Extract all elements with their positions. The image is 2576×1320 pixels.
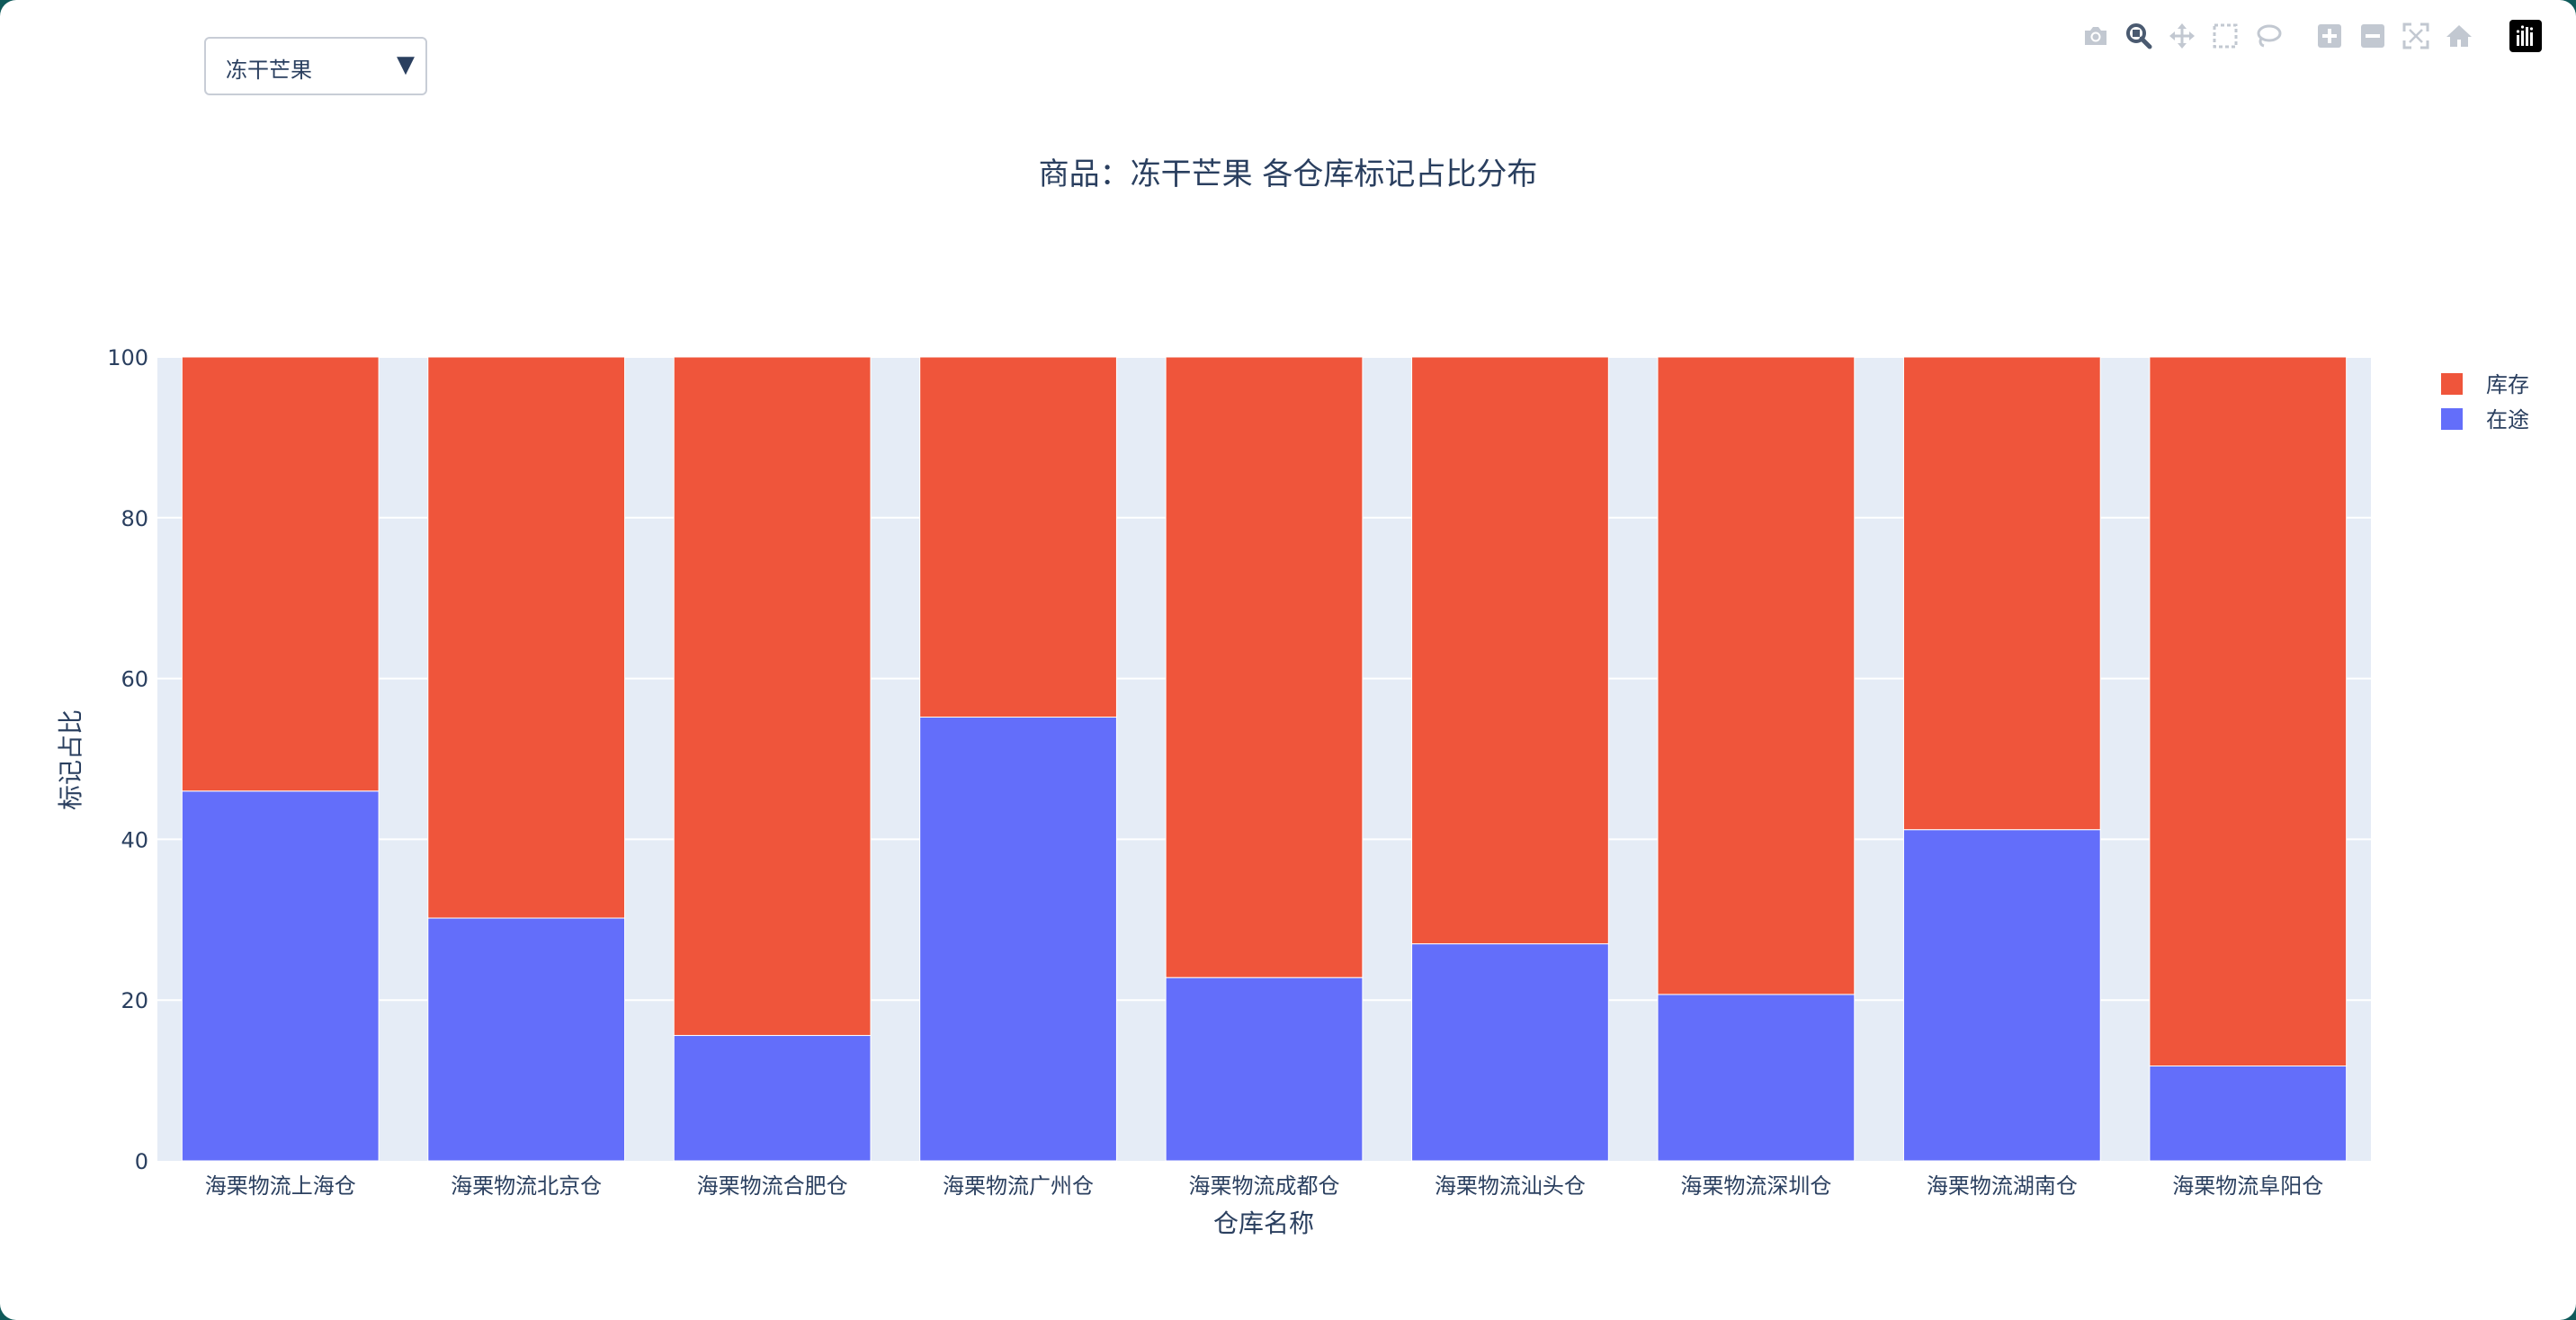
chevron-down-icon: ▼ — [397, 51, 415, 78]
pan-icon[interactable] — [2164, 16, 2200, 56]
camera-icon[interactable] — [2078, 16, 2114, 56]
bar-transit[interactable] — [1165, 977, 1364, 1162]
x-tick-label: 海栗物流湖南仓 — [1927, 1173, 2078, 1199]
x-tick-label: 海栗物流广州仓 — [943, 1173, 1094, 1199]
legend-label[interactable]: 在途 — [2486, 407, 2529, 433]
x-tick-label: 海栗物流深圳仓 — [1680, 1173, 1831, 1199]
y-tick-label: 60 — [121, 667, 148, 692]
legend-label[interactable]: 库存 — [2486, 372, 2529, 397]
autoscale-icon[interactable] — [2398, 16, 2434, 56]
bar-transit[interactable] — [673, 1035, 872, 1162]
x-tick-label: 海栗物流上海仓 — [205, 1173, 356, 1199]
bar-transit[interactable] — [181, 790, 380, 1162]
bars — [181, 356, 2348, 1162]
bar-transit[interactable] — [1902, 829, 2101, 1162]
product-dropdown[interactable]: 冻干芒果 ▼ — [204, 37, 427, 95]
x-tick-label: 海栗物流北京仓 — [451, 1173, 602, 1199]
x-tick-label: 海栗物流汕头仓 — [1435, 1173, 1586, 1199]
zoom-out-icon[interactable] — [2355, 16, 2391, 56]
x-tick-label: 海栗物流合肥仓 — [697, 1173, 848, 1199]
y-tick-label: 80 — [121, 506, 148, 531]
y-tick-label: 40 — [121, 827, 148, 852]
bar-transit[interactable] — [427, 917, 626, 1162]
plotly-logo-icon[interactable] — [2508, 16, 2544, 56]
bar-stock[interactable] — [1657, 356, 1856, 995]
zoom-in-icon[interactable] — [2312, 16, 2348, 56]
x-tick-label: 海栗物流成都仓 — [1189, 1173, 1340, 1199]
bar-transit[interactable] — [2149, 1066, 2348, 1162]
y-axis-title: 标记占比 — [56, 709, 85, 810]
bar-stock[interactable] — [919, 356, 1117, 718]
lasso-select-icon[interactable] — [2250, 16, 2286, 56]
bar-stock[interactable] — [181, 356, 380, 792]
chart-title: 商品：冻干芒果 各仓库标记占比分布 — [1039, 156, 1538, 192]
y-tick-label: 20 — [121, 988, 148, 1013]
bar-stock[interactable] — [2149, 356, 2348, 1067]
bar-transit[interactable] — [1411, 943, 1609, 1162]
legend-swatch[interactable] — [2441, 408, 2463, 430]
bar-stock[interactable] — [1165, 356, 1364, 978]
bar-stock[interactable] — [673, 356, 872, 1037]
bar-stock[interactable] — [1411, 356, 1609, 945]
bar-transit[interactable] — [1657, 994, 1856, 1162]
x-axis-ticks: 海栗物流上海仓 海栗物流北京仓 海栗物流合肥仓 海栗物流广州仓 海栗物流成都仓 海栗物流汕… — [205, 1173, 2324, 1199]
bar-stock[interactable] — [427, 356, 626, 919]
box-select-icon[interactable] — [2207, 16, 2243, 56]
legend-swatch[interactable] — [2441, 373, 2463, 395]
bar-transit[interactable] — [919, 717, 1117, 1162]
y-axis-ticks: 0 20 40 60 80 100 — [107, 345, 148, 1174]
bar-stock[interactable] — [1902, 356, 2101, 831]
y-tick-label: 100 — [107, 345, 148, 370]
zoom-icon[interactable] — [2121, 16, 2157, 56]
x-tick-label: 海栗物流阜阳仓 — [2172, 1173, 2323, 1199]
y-tick-label: 0 — [135, 1149, 148, 1174]
x-axis-title: 仓库名称 — [1213, 1209, 1314, 1238]
dropdown-selected-label: 冻干芒果 — [226, 58, 312, 83]
reset-axes-icon[interactable] — [2441, 16, 2477, 56]
